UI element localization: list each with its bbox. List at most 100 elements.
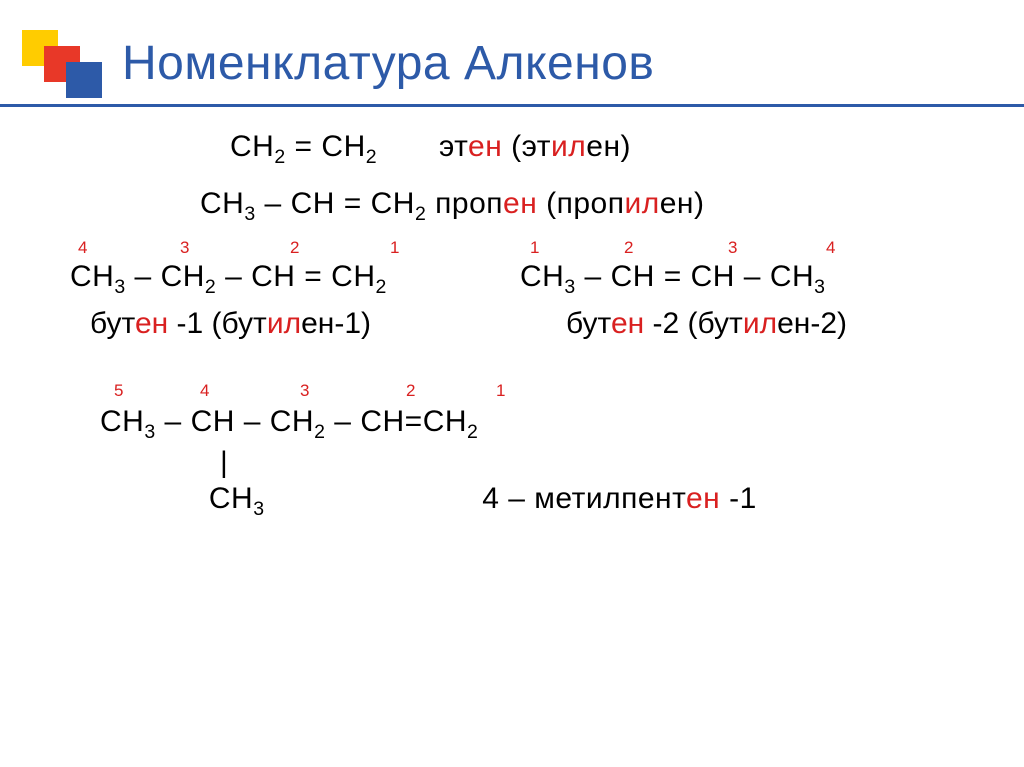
name-accent: ен <box>611 307 644 340</box>
formula-text: – <box>256 187 291 220</box>
formula-text: – <box>325 405 360 438</box>
butene1-numbers: 4 3 2 1 <box>70 238 520 258</box>
formula-text: CH <box>70 260 114 293</box>
name-text: -1 <box>720 482 757 515</box>
carbon-number: 4 <box>826 238 906 258</box>
title-underline <box>0 104 1024 107</box>
subscript: 3 <box>253 498 264 520</box>
carbon-number: 3 <box>728 238 826 258</box>
name-text: (проп <box>537 187 624 220</box>
subscript: 2 <box>467 421 478 443</box>
formula-text: = <box>295 260 331 293</box>
formula-text: CH <box>321 130 365 163</box>
subscript: 2 <box>205 276 216 298</box>
bond-bar: | <box>220 446 228 479</box>
formula-text: CH <box>291 187 335 220</box>
name-accent: ил <box>624 187 659 220</box>
carbon-number: 2 <box>290 238 390 258</box>
formula-text: – <box>156 405 191 438</box>
spacer <box>426 187 435 220</box>
name-text: ен-2) <box>777 307 847 340</box>
carbon-number: 1 <box>520 238 624 258</box>
carbon-number: 4 <box>200 381 300 401</box>
slide-content: CH2 = CH2 этен (этилен) CH3 – CH = CH2 п… <box>70 130 970 521</box>
slide-title: Номенклатура Алкенов <box>122 36 654 91</box>
spacer <box>377 130 439 163</box>
formula-text: CH <box>770 260 814 293</box>
butene2-col: 1 2 3 4 CH3 – CH = CH – CH3 бутен -2 (бу… <box>520 238 970 341</box>
formula-text: CH <box>209 482 253 515</box>
formula-text: – <box>735 260 770 293</box>
name-accent: ил <box>743 307 777 340</box>
butene-columns: 4 3 2 1 CH3 – CH2 – CH = CH2 бутен -1 (б… <box>70 238 970 341</box>
methylpentene-formula: CH3 – CH – CH2 – CH=CH2 <box>100 405 970 444</box>
formula-text: – <box>235 405 270 438</box>
carbon-number: 3 <box>180 238 290 258</box>
formula-text: = <box>335 187 371 220</box>
subscript: 3 <box>244 203 255 225</box>
name-accent: ен <box>135 307 168 340</box>
name-text: ен) <box>660 187 705 220</box>
name-accent: ил <box>551 130 586 163</box>
methylpentene-block: 5 4 3 2 1 CH3 – CH – CH2 – CH=CH2 | CH3 … <box>100 381 970 521</box>
butene1-formula: CH3 – CH2 – CH = CH2 <box>70 260 520 299</box>
formula-text: CH <box>611 260 655 293</box>
subscript: 2 <box>366 146 377 168</box>
formula-text: – <box>126 260 161 293</box>
formula-text: = <box>655 260 691 293</box>
formula-text: – <box>576 260 611 293</box>
butene1-col: 4 3 2 1 CH3 – CH2 – CH = CH2 бутен -1 (б… <box>70 238 520 341</box>
carbon-number: 4 <box>70 238 180 258</box>
formula-text: = <box>286 130 322 163</box>
carbon-number: 3 <box>300 381 406 401</box>
subscript: 3 <box>144 421 155 443</box>
formula-text: CH <box>100 405 144 438</box>
formula-text: CH <box>200 187 244 220</box>
name-text: ен) <box>586 130 631 163</box>
subscript: 2 <box>415 203 426 225</box>
name-text: -1 (бут <box>168 307 267 340</box>
name-text: 4 – метилпент <box>482 482 686 515</box>
formula-text: CH <box>251 260 295 293</box>
carbon-number: 1 <box>390 238 470 258</box>
name-text: проп <box>435 187 503 220</box>
butene2-name: бутен -2 (бутилен-2) <box>520 307 970 341</box>
butene2-formula: CH3 – CH = CH – CH3 <box>520 260 970 299</box>
name-text: -2 (бут <box>644 307 743 340</box>
subscript: 3 <box>814 276 825 298</box>
logo-square-blue <box>66 62 102 98</box>
formula-text: CH <box>230 130 274 163</box>
subscript: 3 <box>114 276 125 298</box>
formula-text: CH <box>691 260 735 293</box>
name-text: (эт <box>502 130 551 163</box>
carbon-number: 2 <box>624 238 728 258</box>
propene-line: CH3 – CH = CH2 пропен (пропилен) <box>200 187 970 226</box>
carbon-number: 1 <box>496 381 576 401</box>
carbon-number: 2 <box>406 381 496 401</box>
name-accent: ен <box>468 130 502 163</box>
subscript: 2 <box>376 276 387 298</box>
name-text: бут <box>90 307 135 340</box>
formula-text: CH <box>191 405 235 438</box>
name-text: бут <box>566 307 611 340</box>
formula-text: – <box>216 260 251 293</box>
formula-text: CH <box>423 405 467 438</box>
methylpentene-branch-bar: | <box>100 446 970 480</box>
formula-text: = <box>405 405 423 438</box>
butene2-numbers: 1 2 3 4 <box>520 238 970 258</box>
subscript: 2 <box>314 421 325 443</box>
formula-text: CH <box>270 405 314 438</box>
subscript: 2 <box>274 146 285 168</box>
name-text: ен-1) <box>301 307 371 340</box>
ethene-line: CH2 = CH2 этен (этилен) <box>230 130 970 169</box>
formula-text: CH <box>371 187 415 220</box>
slide-logo <box>22 30 92 100</box>
carbon-number: 5 <box>100 381 200 401</box>
methylpentene-branch: CH3 4 – метилпентен -1 <box>100 482 970 521</box>
formula-text: CH <box>331 260 375 293</box>
name-text: эт <box>439 130 468 163</box>
name-accent: ен <box>503 187 537 220</box>
name-accent: ил <box>267 307 301 340</box>
subscript: 3 <box>564 276 575 298</box>
formula-text: CH <box>520 260 564 293</box>
